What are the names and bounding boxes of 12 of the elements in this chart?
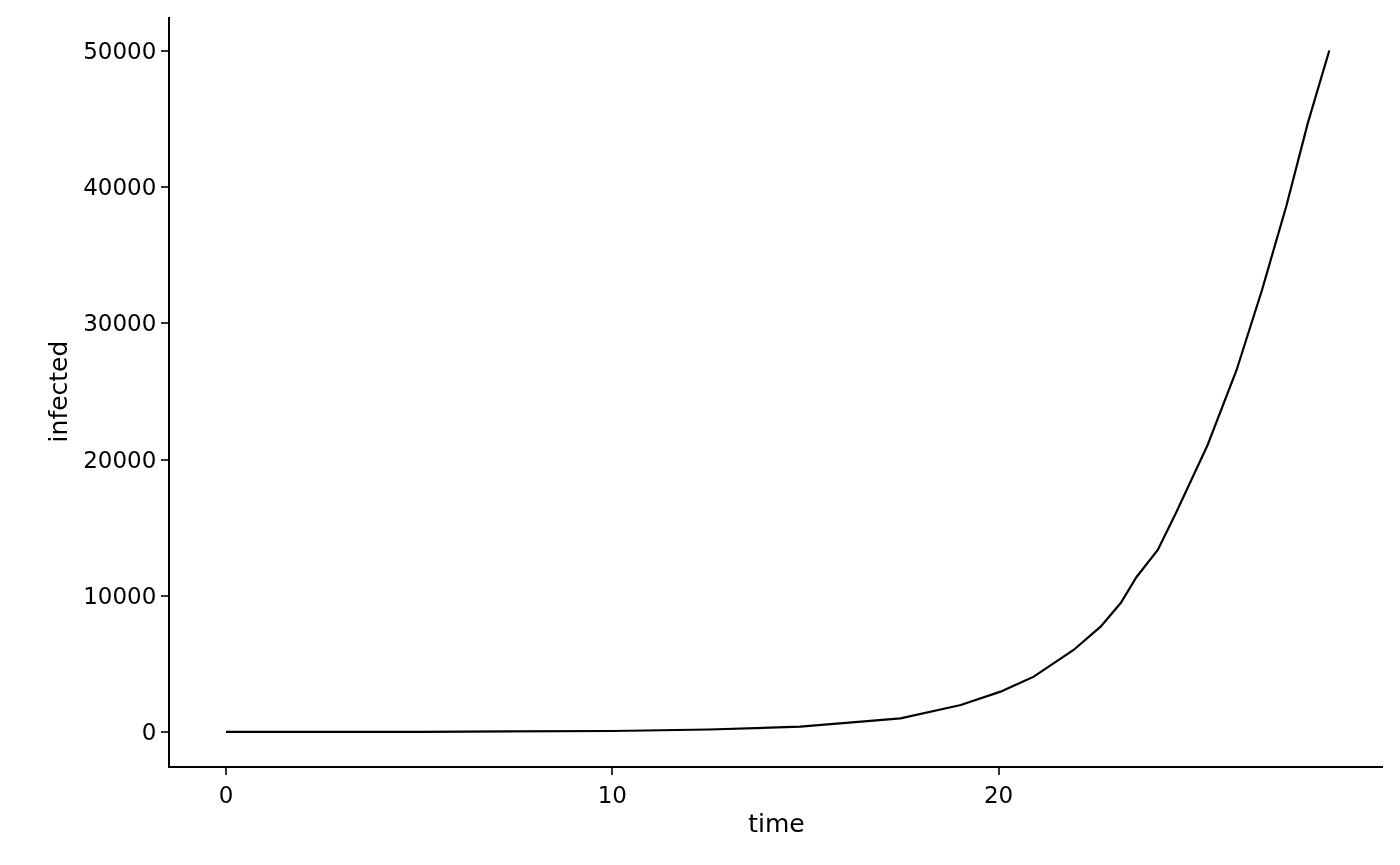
- x-tick-label: 20: [983, 781, 1014, 808]
- y-tick-label: 40000: [83, 174, 157, 201]
- x-tick-label: 10: [597, 781, 627, 808]
- y-tick-label: 10000: [83, 582, 157, 609]
- y-tick-label: 30000: [83, 310, 157, 337]
- y-tick-label: 50000: [83, 38, 157, 65]
- y-tick-label: 0: [141, 719, 157, 745]
- x-axis-title: time: [748, 809, 805, 839]
- x-tick-label: 0: [218, 781, 234, 808]
- y-axis-title: infected: [44, 340, 74, 443]
- line-series: [224, 49, 1331, 734]
- y-tick-label: 20000: [83, 446, 157, 473]
